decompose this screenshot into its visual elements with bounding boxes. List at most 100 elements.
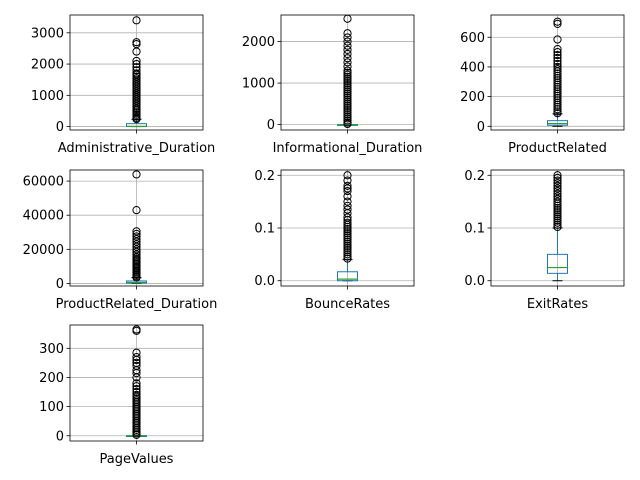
x-tick-label: PageValues — [100, 452, 174, 467]
outlier-point — [343, 192, 352, 201]
outlier-point — [132, 229, 141, 239]
outlier-point — [132, 66, 141, 75]
outlier-point — [343, 171, 352, 180]
outlier-point — [553, 173, 562, 183]
outlier-point — [343, 181, 352, 190]
outlier-point — [553, 214, 562, 223]
outlier-point — [343, 33, 352, 42]
outlier-point — [343, 68, 352, 77]
subplot-BounceRates: 0.0 0.1 0.2 BounceRates — [254, 169, 415, 312]
outlier-point — [343, 237, 352, 246]
outlier-point — [343, 45, 352, 54]
outlier-point — [343, 110, 352, 119]
outlier-point — [132, 390, 141, 400]
outlier-point — [553, 218, 562, 227]
outlier-point — [553, 186, 562, 196]
outlier-point — [553, 189, 562, 198]
outlier-point — [132, 348, 141, 357]
outlier-point — [132, 358, 141, 367]
y-tick-label: 0 — [267, 118, 275, 133]
outlier-point — [343, 72, 352, 81]
outlier-point — [553, 56, 562, 66]
outlier-point — [553, 17, 562, 26]
outlier-point — [343, 29, 352, 38]
boxplot — [337, 15, 358, 129]
outlier-point — [553, 91, 562, 100]
outlier-point — [343, 201, 352, 210]
y-tick-label: 200 — [39, 371, 64, 386]
outlier-point — [553, 105, 562, 114]
y-tick-label: 1000 — [31, 89, 64, 104]
outlier-point — [553, 181, 562, 190]
outlier-point — [132, 63, 141, 72]
outlier-point — [553, 220, 562, 229]
outlier-point — [132, 16, 141, 25]
subplot-Informational_Duration: 0 1000 2000 Informational_Duration — [242, 14, 423, 156]
y-tick-label: 0.2 — [464, 169, 485, 184]
outlier-point — [343, 197, 352, 206]
outlier-point — [343, 205, 352, 214]
outlier-point — [553, 59, 562, 69]
outlier-point — [553, 82, 562, 92]
subplot-ProductRelated: 0 200 400 600 ProductRelated — [460, 14, 625, 156]
outlier-point — [553, 65, 562, 74]
y-tick-label: 0.1 — [254, 222, 275, 237]
subplot-Administrative_Duration: 0 1000 2000 3000 Administrative_Duration — [31, 14, 215, 156]
outlier-point — [553, 80, 562, 89]
outlier-point — [343, 246, 352, 255]
outlier-point — [343, 118, 352, 127]
subplot-ProductRelated_Duration: 0 20000 40000 60000 ProductRelated_Duration — [23, 169, 217, 312]
outlier-point — [343, 37, 352, 46]
outlier-point — [343, 78, 352, 88]
outlier-point — [132, 59, 141, 69]
outlier-point — [343, 105, 352, 115]
outlier-point — [132, 352, 141, 362]
outlier-point — [343, 66, 352, 75]
y-tick-label: 100 — [39, 400, 64, 415]
y-tick-label: 20000 — [23, 243, 64, 258]
y-tick-label: 3000 — [31, 26, 64, 41]
outlier-point — [132, 227, 141, 236]
outlier-point — [343, 87, 352, 96]
outlier-point — [553, 203, 562, 213]
outlier-point — [553, 102, 562, 112]
boxplot — [547, 17, 568, 127]
outlier-point — [553, 98, 562, 107]
outlier-point — [343, 239, 352, 248]
outlier-point — [553, 69, 562, 78]
outlier-point — [553, 62, 562, 72]
y-tick-label: 400 — [460, 60, 485, 75]
outlier-point — [343, 58, 352, 67]
x-tick-label: BounceRates — [305, 297, 390, 312]
outlier-point — [343, 97, 352, 106]
outlier-point — [132, 379, 141, 388]
outlier-point — [343, 62, 352, 71]
outlier-point — [553, 210, 562, 219]
y-tick-label: 0.1 — [464, 222, 485, 237]
outlier-point — [132, 361, 141, 370]
y-tick-label: 200 — [460, 90, 485, 105]
outlier-point — [132, 325, 141, 334]
x-tick-label: Informational_Duration — [273, 141, 423, 156]
outlier-point — [132, 170, 141, 179]
x-tick-label: ProductRelated — [508, 141, 607, 156]
outlier-point — [553, 176, 562, 185]
outlier-point — [343, 186, 352, 196]
outlier-point — [343, 85, 352, 94]
outlier-point — [343, 116, 352, 125]
outlier-point — [343, 70, 352, 79]
outlier-point — [553, 216, 562, 225]
outlier-point — [343, 241, 352, 251]
outlier-point — [132, 385, 141, 394]
y-tick-label: 60000 — [23, 175, 64, 190]
outlier-point — [553, 89, 562, 98]
outlier-point — [132, 38, 141, 47]
outlier-point — [553, 171, 562, 180]
iqr-box — [337, 271, 358, 282]
y-tick-label: 0 — [56, 429, 64, 444]
outlier-point — [132, 205, 141, 215]
outlier-point — [343, 91, 352, 100]
outlier-point — [343, 184, 352, 193]
